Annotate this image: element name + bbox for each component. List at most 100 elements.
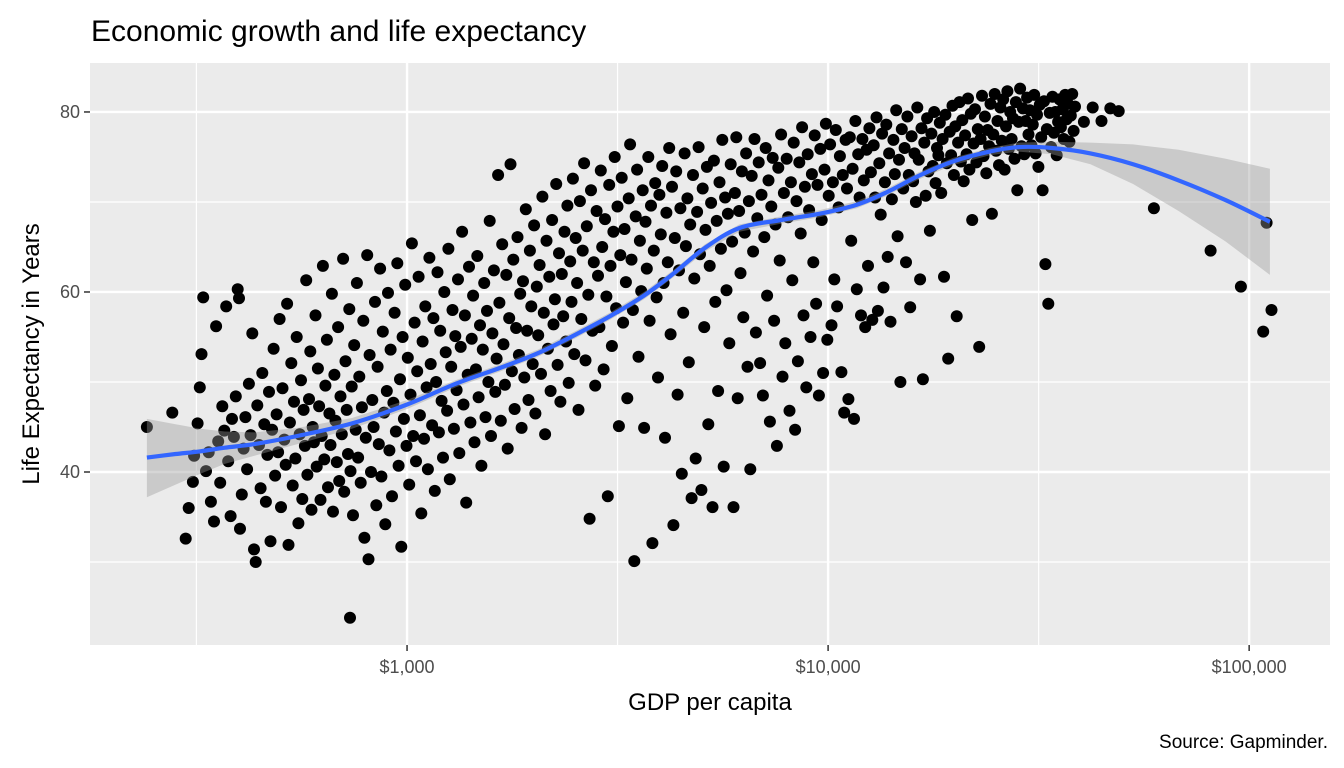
data-point bbox=[969, 103, 981, 116]
data-point bbox=[789, 423, 802, 436]
data-point bbox=[367, 421, 380, 433]
data-point bbox=[263, 385, 275, 398]
data-point bbox=[408, 316, 421, 329]
data-point bbox=[500, 268, 513, 281]
data-point bbox=[248, 543, 260, 556]
data-point bbox=[503, 312, 516, 325]
data-point bbox=[608, 151, 621, 163]
data-point bbox=[301, 468, 314, 481]
data-point bbox=[403, 478, 416, 491]
data-point bbox=[517, 275, 529, 288]
data-point bbox=[407, 430, 420, 442]
data-point bbox=[805, 168, 818, 181]
data-point bbox=[220, 300, 233, 313]
data-point bbox=[431, 266, 444, 279]
data-point bbox=[685, 492, 698, 505]
data-point bbox=[935, 187, 948, 199]
data-point bbox=[599, 213, 611, 226]
y-tick-label: 60 bbox=[60, 282, 80, 302]
data-point bbox=[270, 408, 283, 421]
data-point bbox=[890, 104, 903, 117]
data-point bbox=[1011, 184, 1024, 197]
data-point bbox=[625, 253, 638, 266]
data-point bbox=[379, 518, 392, 531]
data-point bbox=[435, 394, 448, 407]
data-point bbox=[714, 242, 727, 255]
data-point bbox=[551, 358, 564, 371]
data-point bbox=[327, 505, 339, 518]
data-point bbox=[259, 495, 272, 508]
data-point bbox=[881, 250, 894, 263]
data-point bbox=[833, 150, 846, 163]
data-point bbox=[659, 431, 671, 444]
data-point bbox=[735, 165, 748, 178]
data-point bbox=[761, 289, 774, 302]
data-point bbox=[828, 273, 841, 286]
data-point bbox=[974, 133, 987, 145]
data-point bbox=[244, 429, 257, 442]
data-point bbox=[226, 412, 238, 425]
data-point bbox=[474, 319, 486, 332]
data-point bbox=[536, 190, 549, 203]
data-point bbox=[483, 214, 496, 227]
data-point bbox=[812, 389, 825, 402]
data-point bbox=[991, 115, 1004, 127]
data-point bbox=[266, 423, 279, 436]
data-point bbox=[445, 360, 458, 373]
data-point bbox=[423, 251, 436, 264]
data-point bbox=[279, 458, 292, 471]
data-point bbox=[580, 220, 593, 233]
data-point bbox=[350, 277, 363, 289]
data-point bbox=[281, 297, 294, 310]
data-point bbox=[519, 203, 532, 216]
data-point bbox=[565, 295, 578, 308]
data-point bbox=[186, 475, 199, 488]
data-point bbox=[590, 205, 603, 217]
data-point bbox=[300, 274, 313, 287]
data-point bbox=[900, 256, 912, 269]
data-point bbox=[801, 148, 814, 161]
data-point bbox=[878, 176, 891, 189]
data-point bbox=[1022, 128, 1035, 141]
data-point bbox=[826, 176, 839, 189]
data-point bbox=[443, 473, 456, 486]
data-point bbox=[684, 218, 697, 231]
data-point bbox=[638, 421, 651, 434]
data-point bbox=[311, 362, 324, 375]
data-point bbox=[726, 235, 739, 248]
data-point bbox=[770, 439, 783, 452]
data-point bbox=[1147, 202, 1160, 215]
data-point bbox=[733, 205, 746, 217]
data-point bbox=[340, 403, 353, 416]
data-point bbox=[755, 188, 768, 201]
data-point bbox=[1095, 115, 1108, 127]
data-point bbox=[197, 291, 210, 304]
data-point bbox=[741, 360, 754, 373]
data-point bbox=[702, 418, 715, 431]
data-point bbox=[888, 168, 901, 181]
data-point bbox=[543, 270, 556, 283]
data-point bbox=[867, 139, 880, 152]
data-point bbox=[487, 264, 500, 277]
data-point bbox=[911, 101, 924, 114]
data-point bbox=[945, 149, 958, 162]
data-point bbox=[929, 177, 942, 190]
data-point bbox=[501, 442, 514, 455]
data-point bbox=[664, 328, 677, 341]
data-point bbox=[547, 318, 560, 331]
data-point bbox=[841, 182, 853, 195]
data-point bbox=[504, 158, 517, 171]
data-point bbox=[893, 153, 905, 166]
data-point bbox=[1008, 152, 1021, 165]
data-point bbox=[583, 512, 596, 525]
data-point bbox=[730, 131, 743, 144]
data-point bbox=[749, 326, 762, 339]
y-axis: 40 60 80 bbox=[60, 102, 90, 482]
data-point bbox=[530, 280, 543, 293]
data-point bbox=[540, 234, 553, 247]
data-point bbox=[212, 435, 225, 448]
data-point bbox=[640, 262, 653, 275]
data-point bbox=[362, 553, 375, 566]
data-point bbox=[653, 188, 666, 201]
